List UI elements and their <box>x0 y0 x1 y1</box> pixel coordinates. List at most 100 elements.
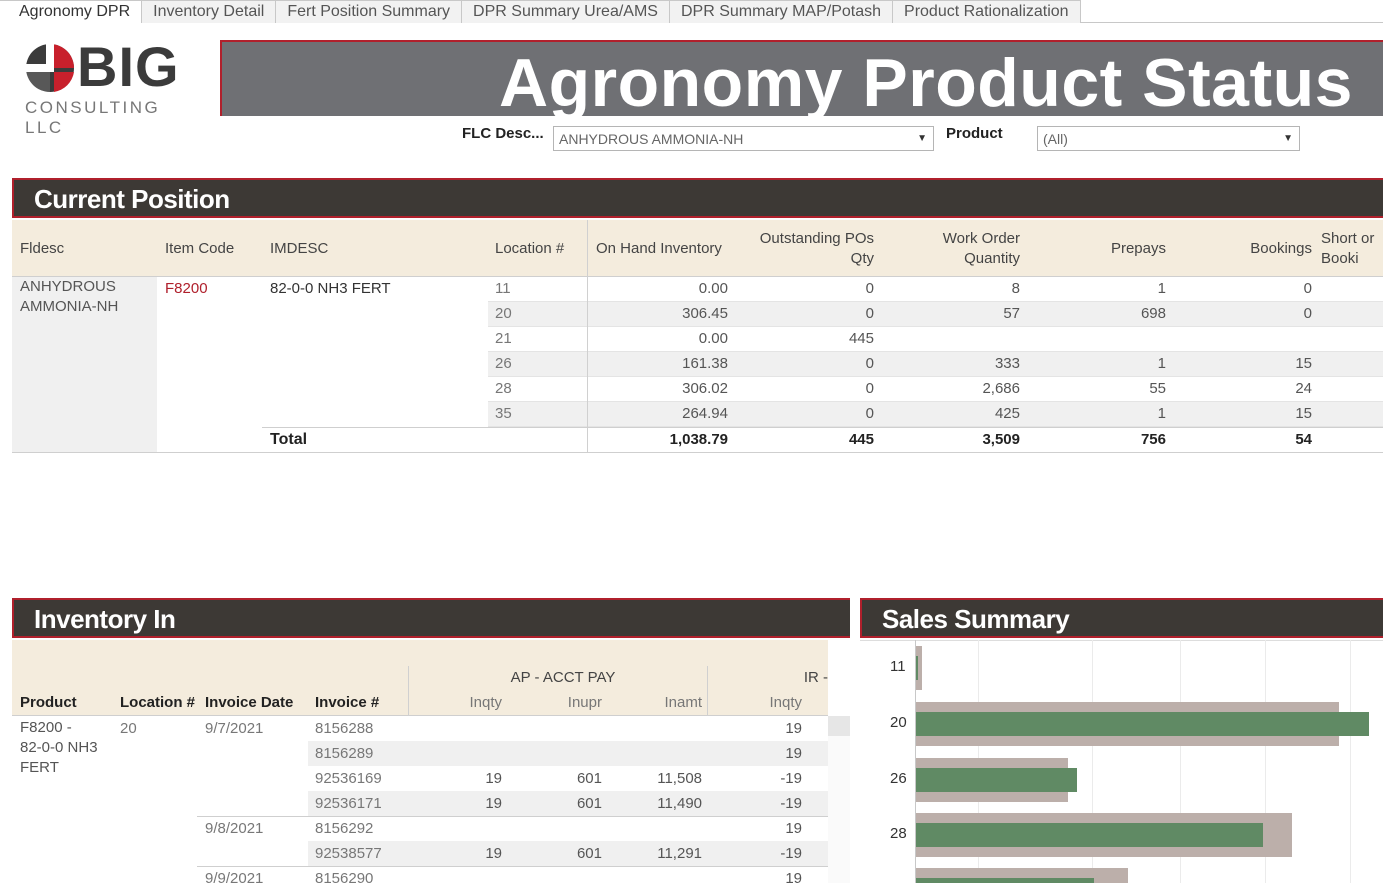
col-bookings[interactable]: Bookings <box>1250 240 1312 257</box>
tab-dpr-summary-urea-ams[interactable]: DPR Summary Urea/AMS <box>462 0 670 23</box>
col-short-line1: Short or <box>1321 230 1375 247</box>
table-row[interactable] <box>308 866 828 883</box>
axis-tick-label: 11 <box>890 658 906 675</box>
table-row[interactable] <box>308 716 828 741</box>
cell-inamt: 11,490 <box>657 795 702 812</box>
table-row[interactable] <box>308 791 828 816</box>
table-row[interactable] <box>308 816 828 841</box>
table-row[interactable] <box>488 402 1383 427</box>
item-code-cell[interactable]: F8200 <box>165 280 208 297</box>
col-fldesc[interactable]: Fldesc <box>20 240 65 257</box>
table-row[interactable] <box>308 841 828 866</box>
current-position-title: Current Position <box>34 184 230 214</box>
cell-on-hand: 306.02 <box>682 380 728 397</box>
cell-ir: 19 <box>785 820 802 837</box>
axis-tick-label: 26 <box>890 770 907 787</box>
col-work-order-line2: Quantity <box>964 250 1020 267</box>
cell-ir: -19 <box>780 795 802 812</box>
col-work-order[interactable]: Work Order Quantity <box>880 229 1020 269</box>
dashboard-banner: Agronomy Product Status <box>220 40 1383 116</box>
tab-dpr-summary-map-potash[interactable]: DPR Summary MAP/Potash <box>669 0 894 23</box>
cell-prepays: 1 <box>1157 280 1166 297</box>
col-invoice[interactable]: Invoice # <box>315 694 380 711</box>
bar-total[interactable] <box>916 646 923 690</box>
table-row[interactable] <box>488 302 1383 327</box>
col-location[interactable]: Location # <box>120 694 196 711</box>
bar-actual[interactable] <box>916 712 1369 736</box>
dashboard-title: Agronomy Product Status <box>499 45 1353 116</box>
product-filter-dropdown[interactable]: (All) ▼ <box>1037 126 1300 151</box>
cell-bookings: 15 <box>1295 355 1312 372</box>
table-row[interactable] <box>488 352 1383 377</box>
col-imdesc[interactable]: IMDESC <box>270 240 329 257</box>
inventory-in-table: AP - ACCT PAY IR - Product Location # In… <box>12 640 850 883</box>
product-line1: F8200 - <box>20 719 72 736</box>
fldesc-cell: ANHYDROUS AMMONIA-NH <box>20 277 118 317</box>
col-outstanding-pos[interactable]: Outstanding POs Qty <box>734 229 874 269</box>
table-row[interactable] <box>488 377 1383 402</box>
cell-loc: 20 <box>495 305 512 322</box>
sales-summary-chart: 11 20 26 28 35 <box>860 640 1383 883</box>
cell-inupr <box>512 866 602 883</box>
row-divider <box>197 816 828 817</box>
cell-ir: 19 <box>785 870 802 883</box>
cell-po: 0 <box>865 280 874 297</box>
col-item-code[interactable]: Item Code <box>165 240 235 257</box>
cell-invoice: 92536171 <box>315 795 382 812</box>
col-product[interactable]: Product <box>20 694 77 711</box>
product-line2: 82-0-0 NH3 <box>20 739 98 756</box>
total-prepays: 756 <box>1140 431 1166 448</box>
total-divider <box>262 427 1383 428</box>
cell-po: 0 <box>865 355 874 372</box>
table-header: AP - ACCT PAY IR - Product Location # In… <box>12 640 828 716</box>
col-invoice-date[interactable]: Invoice Date <box>205 694 294 711</box>
scrollbar-thumb[interactable] <box>828 716 850 736</box>
cell-inupr: 601 <box>576 845 602 862</box>
product-cell: F8200 - 82-0-0 NH3 FERT <box>20 718 98 778</box>
cell-date <box>205 741 305 766</box>
table-row[interactable] <box>488 327 1383 352</box>
table-row[interactable] <box>488 277 1383 302</box>
company-logo: BIG CONSULTING LLC <box>24 35 200 137</box>
cell-invoice: 8156288 <box>315 720 374 737</box>
cell-inqty <box>420 716 502 741</box>
col-inqty[interactable]: Inqty <box>469 694 502 711</box>
col-ir-inqty[interactable]: Inqty <box>769 694 802 711</box>
tab-fert-position-summary[interactable]: Fert Position Summary <box>276 0 463 23</box>
col-inamt[interactable]: Inamt <box>664 694 702 711</box>
cell-wo: 2,686 <box>982 380 1020 397</box>
chart-gridline <box>1180 640 1181 883</box>
cell-loc: 35 <box>495 405 512 422</box>
tab-product-rationalization[interactable]: Product Rationalization <box>893 0 1081 23</box>
table-row[interactable] <box>308 741 828 766</box>
cell-invoice: 8156292 <box>315 820 374 837</box>
group-ap-acct-pay: AP - ACCT PAY <box>510 669 616 686</box>
col-on-hand[interactable]: On Hand Inventory <box>596 240 722 257</box>
cell-wo: 57 <box>1003 305 1020 322</box>
cell-on-hand: 0.00 <box>698 330 728 347</box>
flc-filter-dropdown[interactable]: ANHYDROUS AMMONIA-NH ▼ <box>553 126 934 151</box>
col-outstanding-line1: Outstanding POs <box>759 230 874 247</box>
col-location[interactable]: Location # <box>495 240 565 257</box>
cell-prepays: 698 <box>1140 305 1166 322</box>
cell-po: 0 <box>865 305 874 322</box>
cell-inqty: 19 <box>485 845 502 862</box>
tab-inventory-detail[interactable]: Inventory Detail <box>142 0 277 23</box>
total-bookings: 54 <box>1295 431 1312 448</box>
bar-actual[interactable] <box>916 878 1094 883</box>
logo-mark-icon <box>24 42 74 92</box>
col-prepays[interactable]: Prepays <box>1110 240 1166 257</box>
col-short-bookings[interactable]: Short or Booki <box>1321 229 1383 269</box>
fldesc-line1: ANHYDROUS <box>20 278 116 295</box>
col-inupr[interactable]: Inupr <box>567 694 602 711</box>
cell-inupr <box>512 816 602 841</box>
total-outstanding: 445 <box>848 431 874 448</box>
bar-actual[interactable] <box>916 656 919 680</box>
imdesc-cell: 82-0-0 NH3 FERT <box>270 280 391 297</box>
tab-agronomy-dpr[interactable]: Agronomy DPR <box>0 0 143 23</box>
bar-actual[interactable] <box>916 823 1263 847</box>
bar-actual[interactable] <box>916 768 1077 792</box>
table-row[interactable] <box>308 766 828 791</box>
cell-wo: 425 <box>994 405 1020 422</box>
scrollbar-track[interactable] <box>828 716 850 883</box>
